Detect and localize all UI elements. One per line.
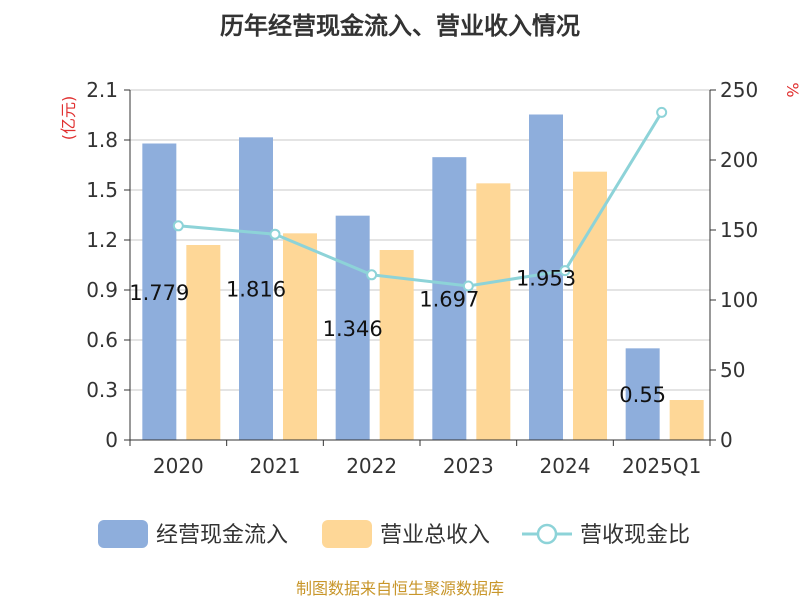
- right-tick-label: 50: [720, 358, 745, 382]
- source-note: 制图数据来自恒生聚源数据库: [296, 579, 504, 598]
- bars: [142, 114, 704, 441]
- ratio-line-group: [172, 106, 668, 292]
- legend-swatch-revenue: [322, 520, 372, 548]
- right-axis-unit: %: [783, 82, 800, 97]
- ratio-point: [366, 269, 378, 281]
- cash-inflow-bar: [335, 215, 370, 440]
- revenue-bar: [476, 183, 511, 441]
- x-tick-label: 2024: [540, 454, 591, 478]
- cash-inflow-data-label: 1.779: [129, 281, 189, 305]
- cash-inflow-data-label: 1.697: [419, 288, 479, 312]
- axes: 0 0.3 0.6 0.9 1.2 1.5 1.8 2.1 0 50 100 150 200 250 202…: [86, 78, 758, 478]
- left-tick-label: 0.3: [86, 378, 118, 402]
- ratio-line: [178, 111, 663, 288]
- x-tick-label: 2021: [250, 454, 301, 478]
- cash-inflow-bar: [239, 137, 273, 441]
- revenue-bar: [379, 250, 414, 440]
- x-tick-label: 2020: [153, 454, 204, 478]
- right-tick-label: 0: [720, 428, 733, 452]
- left-tick-label: 0.6: [86, 328, 118, 352]
- legend-label: 营收现金比: [580, 523, 690, 548]
- data-labels: 1.779 1.816 1.346 1.697 1.953 0.55: [129, 266, 666, 407]
- revenue-bar: [186, 245, 221, 440]
- legend-label: 经营现金流入: [156, 523, 288, 548]
- right-tick-label: 200: [720, 148, 758, 172]
- ratio-point: [269, 228, 281, 240]
- right-tick-label: 150: [720, 218, 758, 242]
- right-tick-label: 250: [720, 78, 758, 102]
- left-axis-unit: (亿元): [59, 96, 78, 141]
- legend-swatch-cash-inflow: [98, 520, 148, 548]
- left-tick-label: 1.2: [86, 228, 118, 252]
- cash-inflow-bar: [529, 114, 563, 440]
- chart-title: 历年经营现金流入、营业收入情况: [220, 12, 580, 40]
- x-tick-label: 2025Q1: [622, 454, 701, 478]
- left-tick-label: 0.9: [86, 278, 118, 302]
- left-tick-label: 0: [105, 428, 118, 452]
- cash-inflow-data-label: 0.55: [619, 383, 666, 407]
- ratio-point: [559, 265, 571, 277]
- left-tick-label: 2.1: [86, 78, 118, 102]
- legend-swatch-ratio-marker: [536, 523, 558, 545]
- cash-inflow-bar: [432, 157, 467, 440]
- revenue-bar: [283, 233, 317, 440]
- x-tick-label: 2022: [346, 454, 397, 478]
- ratio-point: [656, 106, 668, 118]
- left-tick-label: 1.5: [86, 178, 118, 202]
- cash-inflow-bar: [142, 143, 177, 440]
- cash-inflow-data-label: 1.953: [516, 266, 576, 290]
- ratio-point: [172, 220, 184, 232]
- legend: 经营现金流入 营业总收入 营收现金比: [98, 520, 690, 548]
- right-tick-label: 100: [720, 288, 758, 312]
- legend-label: 营业总收入: [380, 523, 490, 548]
- cash-inflow-data-label: 1.816: [226, 278, 286, 302]
- left-tick-label: 1.8: [86, 128, 118, 152]
- revenue-bar: [573, 171, 607, 440]
- revenue-bar: [669, 400, 704, 440]
- grid: [130, 89, 710, 391]
- cash-inflow-data-label: 1.346: [323, 317, 383, 341]
- ratio-point: [462, 280, 474, 292]
- cash-inflow-bar: [625, 348, 660, 440]
- x-tick-label: 2023: [443, 454, 494, 478]
